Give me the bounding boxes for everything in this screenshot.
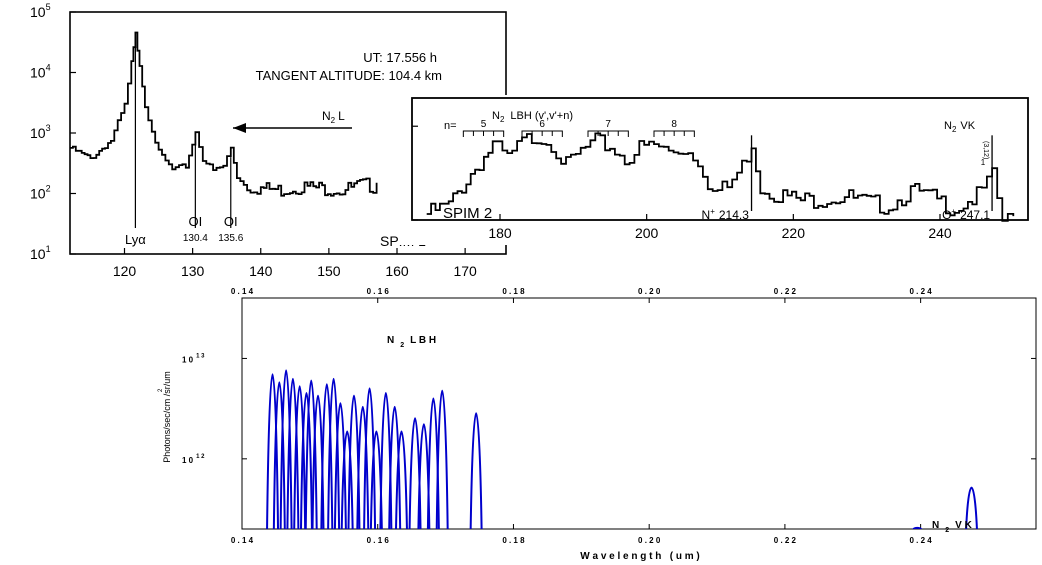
x-tick-label: 150 <box>317 263 341 279</box>
x-axis-title: W a v e l e n g t h ( u m ) <box>580 551 699 562</box>
line-label: OI <box>224 214 238 229</box>
x-tick-label: 0 . 1 6 <box>367 536 390 545</box>
spectrum-peak <box>363 387 377 529</box>
x-tick-label: 180 <box>488 225 512 241</box>
spectrum-peak <box>272 381 286 529</box>
x-tick-label-top: 0 . 2 4 <box>910 287 933 296</box>
x-axis-ticks: 180 200 220 240 <box>488 214 952 241</box>
spectrum-peaks <box>266 369 978 529</box>
instrument-label: SPIM 2 <box>443 205 492 222</box>
spectrum-peak <box>320 383 334 529</box>
line-wavelength: 135.6 <box>218 233 243 244</box>
y-tick-label: 103 <box>30 123 51 141</box>
x-tick-label: 0 . 2 0 <box>638 536 661 545</box>
ut-label: UT: 17.556 h <box>363 50 437 65</box>
x-tick-label: 240 <box>928 225 952 241</box>
y-axis-title-sup: 2 <box>158 388 164 392</box>
vk-band-sub: 1 <box>981 158 986 167</box>
x-tick-label: 0 . 1 8 <box>502 536 525 545</box>
band-number: 7 <box>605 119 611 130</box>
x-tick-label-top: 0 . 1 6 <box>367 287 390 296</box>
spectrum-peak <box>340 430 354 529</box>
spectrum-peak <box>469 412 483 529</box>
plot-frame <box>411 97 1029 221</box>
x-tick-label: 170 <box>453 263 477 279</box>
spectrum-peak <box>279 369 293 529</box>
x-tick-label-top: 0 . 1 8 <box>502 287 525 296</box>
spectrum-peak <box>286 378 300 529</box>
spectrum-peak <box>293 385 307 529</box>
series-label: N2 LBH (v',v'+n) <box>492 110 573 124</box>
spectrum-peak <box>299 392 313 529</box>
x-tick-label: 120 <box>113 263 137 279</box>
line-label: OI <box>188 214 202 229</box>
x-tick-label: 0 . 2 2 <box>774 536 797 545</box>
y-tick-label: 101 <box>30 244 51 262</box>
spectrum-peak <box>912 526 923 529</box>
chart-panel-3: 0 . 1 4 0 . 1 4 0 . 1 6 0 . 1 6 0 . 1 8 0 . 1… <box>158 287 1037 562</box>
y-axis-ticks: 101 102 103 104 105 <box>30 2 76 262</box>
y-tick-label: 105 <box>30 2 51 20</box>
x-tick-label: 200 <box>635 225 659 241</box>
x-tick-label-top: 0 . 2 0 <box>638 287 661 296</box>
x-tick-label: 220 <box>782 225 806 241</box>
spectrum-peak <box>395 430 408 529</box>
arrow-label: N2 L <box>322 109 345 125</box>
x-tick-label: 0 . 1 4 <box>231 536 254 545</box>
spectrum-line <box>70 31 378 197</box>
spectrum-line <box>426 132 1015 222</box>
x-axis-ticks: 120 130 140 150 160 170 <box>113 248 477 279</box>
line-label: O+ 247.1 <box>942 207 990 222</box>
y-tick-label: 104 <box>30 63 51 81</box>
x-tick-label: 140 <box>249 263 273 279</box>
x-tick-label: 160 <box>385 263 409 279</box>
spectrum-peak <box>304 379 318 529</box>
spectrum-peak <box>356 406 370 529</box>
lbh-band-brackets: 5 6 7 8 <box>462 119 695 137</box>
spectrum-peak <box>327 378 341 529</box>
x-axis-ticks: 0 . 1 4 0 . 1 4 0 . 1 6 0 . 1 6 0 . 1 8 0 . 1… <box>231 287 932 545</box>
x-tick-label-top: 0 . 1 4 <box>231 287 254 296</box>
band-number: 5 <box>481 119 487 130</box>
band-number: 6 <box>539 119 545 130</box>
emission-line-markers: N+ 214.3 O+ 247.1 <box>702 135 993 222</box>
spectrum-peak <box>333 402 347 529</box>
line-label: Lyα <box>125 232 146 247</box>
spectrum-peak <box>266 373 280 529</box>
vk-band-label: (3,12) <box>982 141 989 159</box>
line-wavelength: 130.4 <box>183 233 208 244</box>
arrow-head <box>233 123 246 133</box>
emission-line-markers: Lyα OI 130.4 OI 135.6 <box>125 36 244 247</box>
x-tick-label: 130 <box>181 263 205 279</box>
x-tick-label: 0 . 2 4 <box>910 536 933 545</box>
vk-label: N2 VK <box>944 120 976 134</box>
x-tick-label-top: 0 . 2 2 <box>774 287 797 296</box>
y-tick-label: 102 <box>30 184 51 202</box>
band-number: 8 <box>671 119 677 130</box>
n-label: n= <box>444 120 457 132</box>
altitude-label: TANGENT ALTITUDE: 104.4 km <box>256 68 442 83</box>
spectrum-peak <box>965 486 978 529</box>
plot-frame <box>241 297 1037 530</box>
y-axis-title: Photons/sec/cm /sr/um <box>162 371 172 463</box>
line-label: N+ 214.3 <box>702 207 750 222</box>
spectrum-peak <box>388 406 402 529</box>
spectrum-peak <box>435 389 449 529</box>
